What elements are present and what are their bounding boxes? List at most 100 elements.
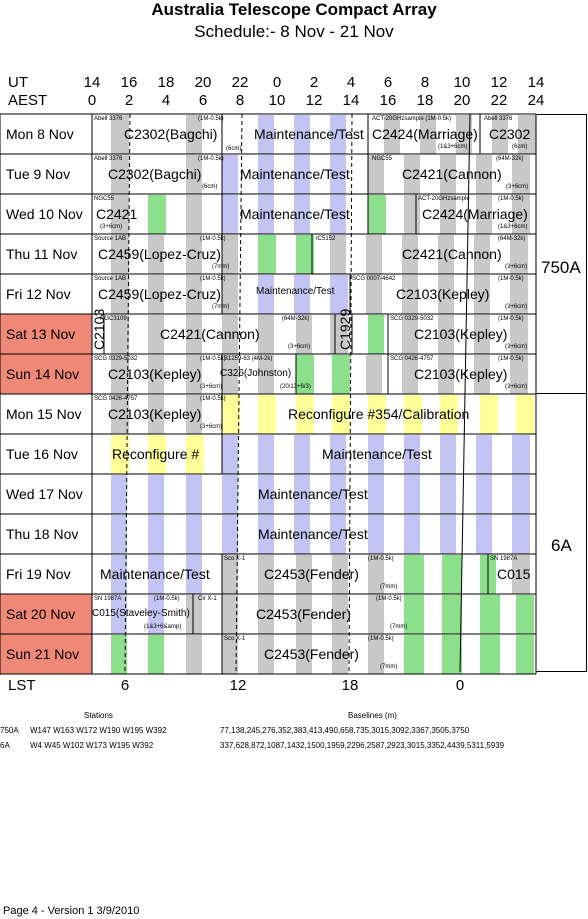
schedule-block-detail: SCG 0426-4757 (390, 356, 434, 362)
lavender-stripe (294, 475, 310, 514)
lavender-stripe (148, 515, 164, 554)
schedule-block-label: C2459(Lopez-Cruz) (98, 246, 221, 262)
schedule-block-detail: SCG 0329-5032 (94, 356, 138, 362)
schedule-block-detail: (3+6cm) (200, 424, 223, 430)
yellow-stripe (148, 435, 166, 474)
yellow-stripe (222, 395, 240, 434)
schedule-block-detail: Abell 3376 (94, 116, 123, 122)
lavender-stripe (330, 475, 346, 514)
schedule-block-detail: (7mm) (390, 624, 408, 630)
ut-tick: 16 (120, 74, 138, 91)
day-label: Fri 19 Nov (6, 566, 71, 582)
weekend-day-cell (0, 634, 92, 674)
gray-stripe (222, 355, 238, 394)
day-label: Tue 9 Nov (6, 166, 71, 182)
gray-stripe (420, 115, 436, 154)
schedule-block-detail: SCG 0007-4642 (352, 276, 396, 282)
day-label: Thu 11 Nov (6, 246, 78, 262)
schedule-block-label: Maintenance/Test (258, 526, 368, 542)
schedule-block-detail: Abell 3376 (94, 156, 123, 162)
schedule-block-detail: (1M-0.5k) (498, 196, 524, 202)
gray-stripe (368, 635, 384, 674)
schedule-block-detail: ACT-20GHzsample (1M-0.5k) (372, 116, 452, 122)
gray-stripe (402, 355, 418, 394)
day-label: Fri 12 Nov (6, 286, 71, 302)
schedule-block-detail: Cir X-1 (198, 596, 217, 602)
gray-stripe (510, 315, 528, 354)
lst-zero-guide (459, 113, 471, 673)
schedule-block-label: C2421(Cannon) (402, 246, 502, 262)
schedule-block-detail: (1&3+6cm) (438, 144, 468, 150)
schedule-block-detail: (64M-32k) (498, 236, 526, 242)
lavender-stripe (222, 515, 238, 554)
schedule-block-label: C2453(Fender) (264, 566, 359, 582)
schedule-block-label: C2459(Lopez-Cruz) (98, 286, 221, 302)
lavender-stripe (330, 155, 346, 194)
gray-stripe (476, 155, 492, 194)
schedule-block-detail: NGC3109 (100, 316, 127, 322)
ut-label: UT (8, 74, 28, 91)
green-stripe (442, 595, 462, 634)
gray-stripe (222, 555, 238, 594)
lavender-stripe (294, 435, 310, 474)
gray-stripe (186, 115, 202, 154)
schedule-block-detail: (6cm) (202, 184, 218, 190)
gray-stripe (492, 115, 508, 154)
config-row-6a-name: 6A (0, 741, 10, 750)
schedule-block-detail: (3+6cm) (506, 184, 529, 190)
schedule-block-label: C015 (497, 566, 531, 582)
yellow-stripe (332, 395, 350, 434)
lavender-stripe (258, 475, 274, 514)
ut-tick: 8 (420, 74, 430, 91)
config-750a: 750A (541, 258, 581, 277)
schedule-block-label: C2302 (489, 126, 531, 142)
lavender-stripe (368, 435, 384, 474)
green-stripe (480, 635, 500, 674)
schedule-block-label: C2453(Fender) (264, 646, 359, 662)
schedule-block-label: Maintenance/Test (322, 446, 432, 462)
gray-stripe (111, 195, 129, 234)
gray-stripe (476, 195, 492, 234)
ut-tick: 2 (309, 74, 319, 91)
lavender-stripe (368, 515, 384, 554)
aest-tick: 14 (342, 92, 360, 109)
lavender-stripe (330, 515, 346, 554)
schedule-block-detail: (3+6cm) (505, 264, 528, 270)
day-label: Wed 17 Nov (6, 486, 83, 502)
config-row-750a-stations: W147 W163 W172 W190 W195 W392 (30, 726, 167, 735)
schedule-block-detail: C326(Johnston) (220, 368, 292, 379)
green-stripe (148, 635, 164, 674)
gray-stripe (111, 275, 129, 314)
config-row-750a-baselines: 77,138,245,276,352,383,413,490,658,735,3… (220, 726, 470, 735)
lst-guide (124, 113, 131, 673)
green-stripe (516, 635, 534, 674)
schedule-block-detail: SN 1987A (490, 556, 518, 562)
gray-stripe (438, 355, 454, 394)
gray-stripe (438, 275, 454, 314)
schedule-block-detail: (1M-0.5k) (498, 316, 524, 322)
lavender-stripe (111, 595, 127, 634)
gray-stripe (186, 235, 202, 274)
lavender-stripe (148, 595, 164, 634)
schedule-block-detail: (1M-0.5k) (198, 156, 224, 162)
yellow-stripe (480, 395, 498, 434)
gray-stripe (404, 155, 420, 194)
gray-stripe (330, 235, 346, 274)
ut-tick: 14 (527, 74, 545, 91)
lavender-stripe (222, 195, 238, 234)
aest-tick: 10 (268, 92, 286, 109)
lavender-stripe (111, 515, 127, 554)
green-stripe (480, 595, 500, 634)
schedule-block-detail: Abell 3376 (484, 116, 513, 122)
gray-stripe (366, 275, 382, 314)
gray-stripe (438, 235, 454, 274)
schedule-block-detail: (3+6cm) (505, 384, 528, 390)
gray-stripe (474, 235, 490, 274)
schedule-block-detail: (1M-0.5k) (200, 356, 226, 362)
gray-stripe (111, 115, 129, 154)
baselines-header: Baselines (m) (348, 711, 397, 720)
green-stripe (442, 555, 462, 594)
schedule-block-label: Reconfigure # (112, 446, 200, 462)
lavender-stripe (404, 435, 420, 474)
